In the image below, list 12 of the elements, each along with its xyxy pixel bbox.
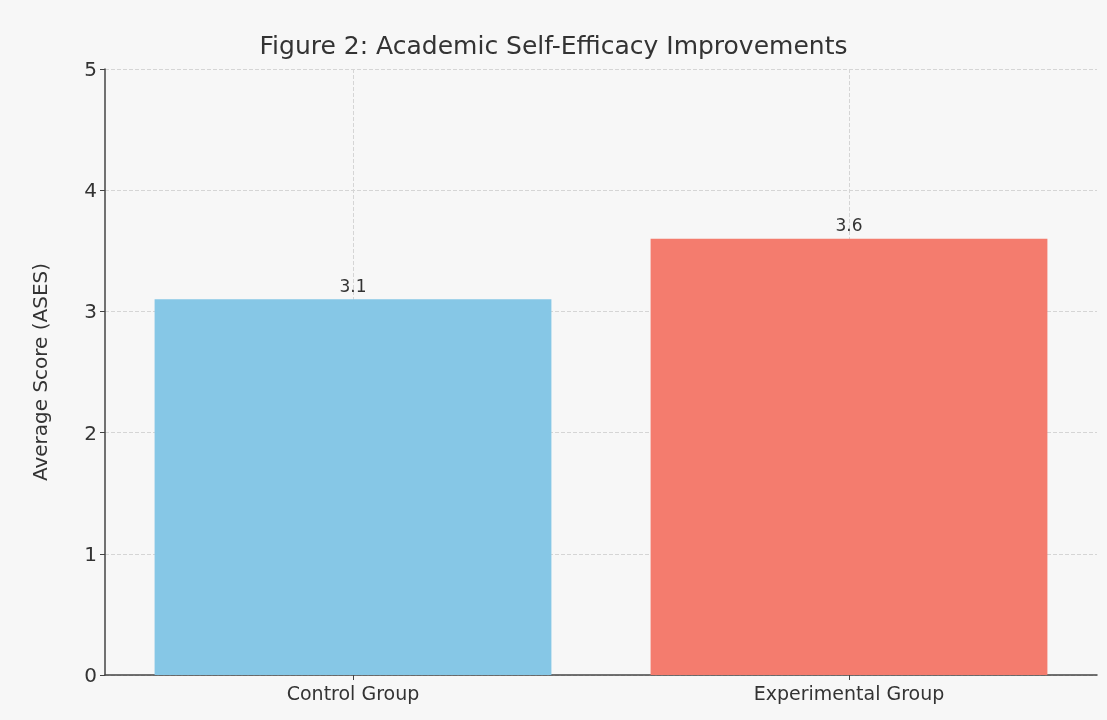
y-tick-label: 2 (84, 420, 97, 445)
x-tick-label: Control Group (286, 681, 420, 704)
y-tick-label: 3 (84, 299, 97, 324)
y-tick-label: 4 (84, 178, 97, 203)
chart-title: Figure 2: Academic Self-Efficacy Improvements (259, 31, 848, 60)
data-label: 3.6 (835, 215, 863, 236)
y-tick-label: 5 (84, 57, 97, 81)
x-tick-label: Experimental Group (753, 681, 945, 704)
data-label: 3.1 (339, 275, 367, 296)
y-tick-label: 0 (84, 663, 97, 687)
y-axis-title: Average Score (ASES) (28, 262, 52, 482)
y-tick-label: 1 (84, 541, 97, 566)
